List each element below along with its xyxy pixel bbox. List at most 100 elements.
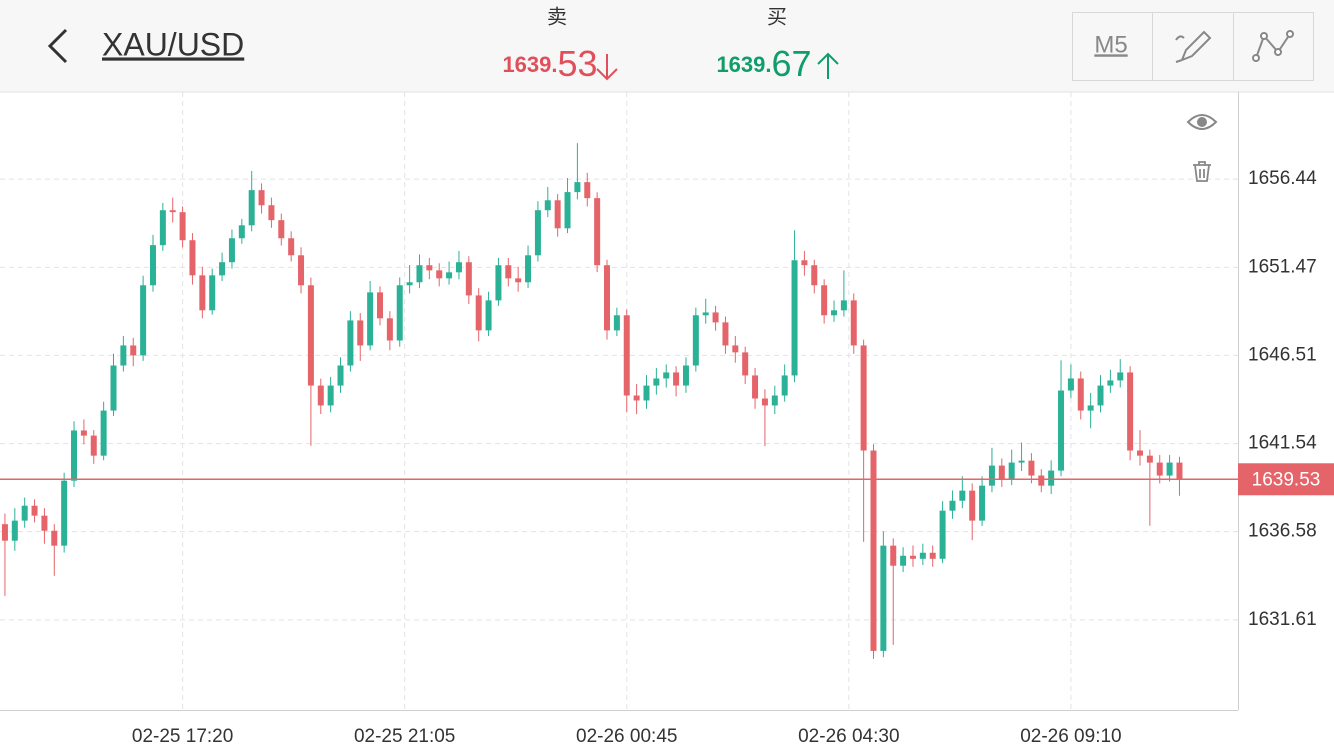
candle-body (919, 552, 926, 559)
symbol-title[interactable]: XAU/USD (102, 26, 244, 62)
candle-body (1127, 372, 1134, 451)
candle-body (317, 385, 324, 406)
candle-body (1077, 378, 1084, 411)
candle-body (100, 410, 107, 456)
candle-body (801, 260, 808, 266)
last-price-label: 1639.53 (1252, 469, 1321, 490)
candle-body (199, 275, 206, 311)
candle-body (1018, 460, 1025, 463)
x-tick-label: 02-26 00:45 (576, 726, 677, 747)
candle-body (850, 300, 857, 346)
candle-body (732, 345, 739, 353)
candle-body (248, 190, 255, 226)
candle-body (179, 212, 186, 241)
candle-body (347, 320, 354, 366)
candle-body (1048, 470, 1055, 486)
y-tick-label: 1636.58 (1248, 521, 1317, 542)
x-tick-label: 02-26 04:30 (798, 726, 899, 747)
candle-body (1008, 462, 1015, 479)
candle-body (821, 285, 828, 316)
candle-body (495, 265, 502, 301)
candle-body (258, 190, 265, 206)
candle-body (712, 312, 719, 323)
candle-body (909, 555, 916, 559)
x-tick-label: 02-26 09:10 (1020, 726, 1121, 747)
candle-body (969, 490, 976, 521)
candle-body (130, 345, 137, 356)
candle-body (140, 285, 147, 356)
label-layer: 1631.61 1636.58 1641.54 1646.51 1651.47 1656.… (132, 168, 1334, 747)
x-tick-label: 02-25 21:05 (354, 726, 455, 747)
candle-body (890, 545, 897, 566)
candle-body (870, 450, 877, 651)
candle-body (544, 200, 551, 211)
candle-body (860, 345, 867, 451)
candle-body (939, 510, 946, 559)
candle-body (219, 262, 226, 276)
candle-body (426, 265, 433, 271)
candle-body (1087, 405, 1094, 411)
candle-body (959, 490, 966, 501)
candle-body (446, 272, 453, 279)
candle-body (1176, 462, 1183, 480)
candle-body (31, 505, 38, 516)
candle-body (278, 220, 285, 239)
timeframe-button[interactable]: M5 (1094, 31, 1127, 58)
candle-body (209, 275, 216, 311)
candle-body (159, 210, 166, 246)
candle-body (465, 262, 472, 296)
candle-body (268, 205, 275, 221)
visibility-toggle[interactable] (1186, 114, 1218, 130)
candle-body (298, 255, 305, 286)
last-price-tag (1238, 463, 1334, 496)
sell-price[interactable]: 1639.53 (502, 43, 597, 84)
candle-body (1107, 380, 1114, 386)
candle-body (752, 375, 759, 399)
candle-body (406, 282, 413, 286)
candle-body (337, 365, 344, 386)
candle-body (475, 295, 482, 331)
candle-body (41, 515, 48, 531)
draw-tool-button[interactable] (1175, 30, 1212, 63)
candle-body (623, 315, 630, 396)
candle-body (1, 524, 8, 541)
y-tick-label: 1641.54 (1248, 433, 1317, 454)
candle-body (761, 398, 768, 406)
candle-body (386, 318, 393, 341)
candle-body (120, 345, 127, 366)
buy-price[interactable]: 1639.67 (716, 43, 811, 84)
back-button[interactable] (47, 28, 68, 64)
candle-body (613, 315, 620, 331)
candle-body (1028, 460, 1035, 476)
candle-body (436, 270, 443, 279)
indicator-button[interactable] (1252, 30, 1294, 62)
candle-body (692, 315, 699, 366)
candle-body (574, 182, 581, 193)
candle-body (633, 395, 640, 401)
candle-body (80, 430, 87, 436)
candle-body (880, 545, 887, 651)
candle-body (1067, 378, 1074, 391)
candle-body (238, 225, 245, 239)
candle-body (929, 552, 936, 559)
candle-body (673, 372, 680, 386)
candle-body (811, 265, 818, 286)
candle-body (604, 265, 611, 331)
candle-body (840, 300, 847, 311)
candle-body (998, 465, 1005, 479)
candle-body (169, 210, 176, 213)
candle-body (663, 372, 670, 379)
candle-body (61, 480, 68, 546)
candle-body (21, 505, 28, 521)
x-tick-label: 02-25 17:20 (132, 726, 233, 747)
delete-button[interactable] (1193, 161, 1211, 182)
candle-body (90, 435, 97, 456)
candle-body (376, 292, 383, 319)
candle-body (416, 265, 423, 283)
candle-body (51, 530, 58, 546)
candle-body (505, 265, 512, 279)
candle-body (485, 300, 492, 331)
candle-body (1038, 475, 1045, 486)
candle-body (742, 352, 749, 376)
